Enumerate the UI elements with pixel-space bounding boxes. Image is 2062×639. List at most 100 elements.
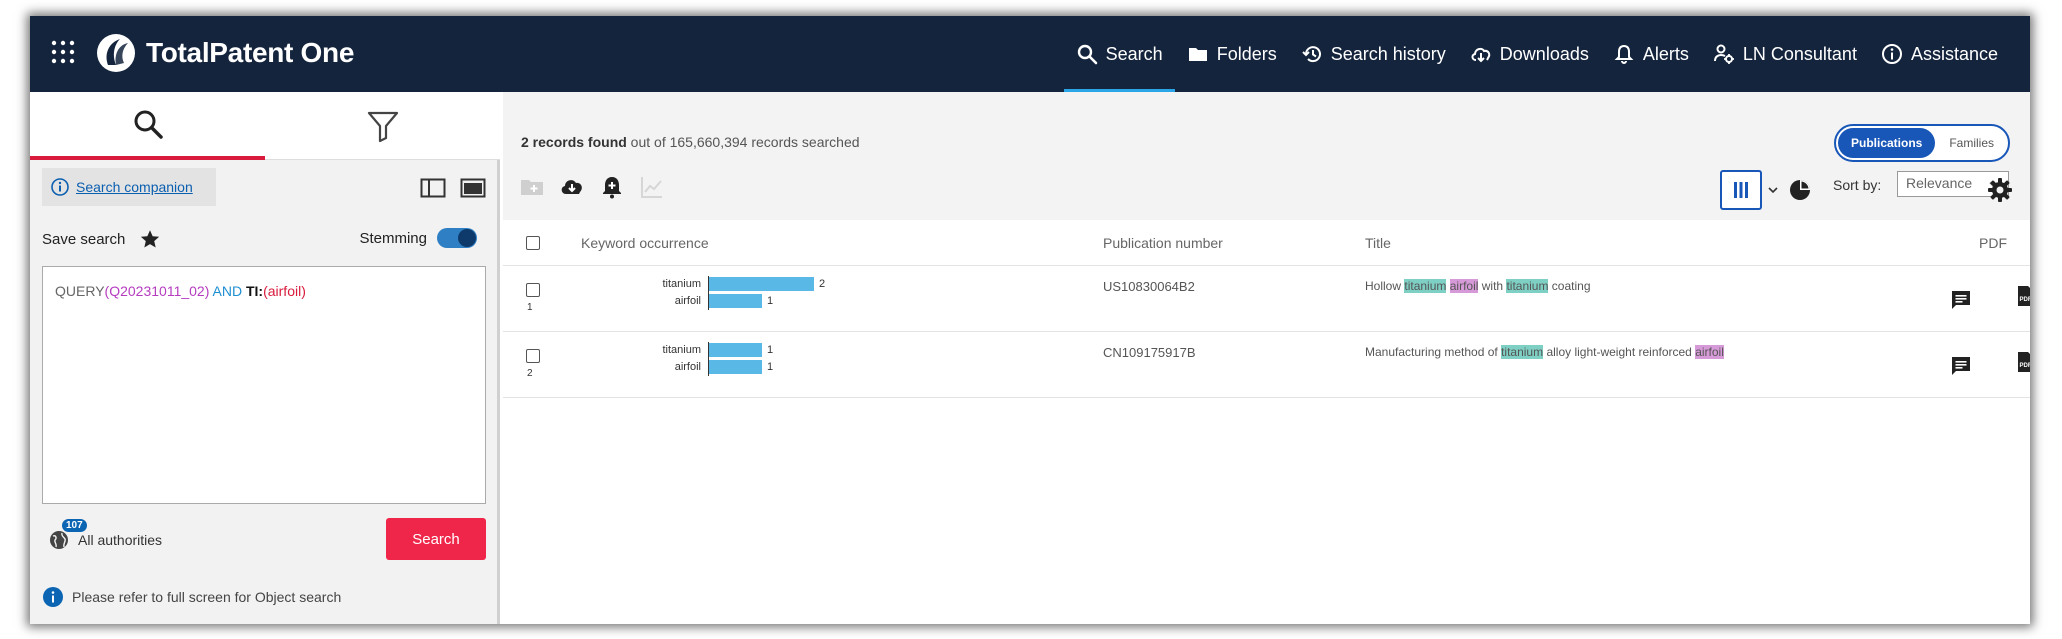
search-panel: Search companion Save search Stemming QU…: [30, 92, 500, 624]
publications-families-switch: Publications Families: [1834, 124, 2010, 162]
stemming-toggle[interactable]: [437, 228, 477, 248]
app-window: TotalPatent One Search Folders Search hist…: [30, 16, 2030, 624]
row-number: 2: [527, 368, 533, 379]
row-checkbox[interactable]: [526, 349, 540, 363]
globe-icon: 107: [48, 519, 87, 551]
chevron-down-icon[interactable]: [1767, 184, 1779, 196]
keyword-label: titanium: [662, 278, 701, 290]
title-segment: Hollow: [1365, 279, 1405, 293]
authorities-selector[interactable]: 107 All authorities: [48, 519, 163, 551]
history-icon: [1302, 46, 1321, 63]
app-logo[interactable]: TotalPatent One: [94, 30, 354, 76]
column-publication-number: Publication number: [1103, 235, 1223, 251]
title-segment: titanium: [1501, 345, 1544, 359]
nav-label: Folders: [1216, 43, 1277, 64]
nav-downloads[interactable]: Downloads: [1458, 16, 1601, 92]
row-checkbox[interactable]: [526, 283, 540, 297]
nav-alerts[interactable]: Alerts: [1601, 16, 1701, 92]
sort-by-label: Sort by:: [1833, 177, 1882, 193]
title-segment: airfoil: [1695, 345, 1724, 359]
results-panel: 2 records found out of 165,660,394 recor…: [503, 92, 2030, 624]
nav-label: Search history: [1330, 43, 1446, 64]
nav-ln-consultant[interactable]: LN Consultant: [1701, 16, 1869, 92]
app-grid-icon[interactable]: [50, 39, 76, 65]
comment-icon[interactable]: [1949, 354, 1973, 378]
download-icon[interactable]: [559, 174, 585, 200]
title-segment: coating: [1548, 279, 1591, 293]
full-layout-icon[interactable]: [460, 178, 486, 198]
create-alert-icon[interactable]: [599, 174, 625, 200]
row-number: 1: [527, 302, 533, 313]
save-search: Save search: [42, 228, 161, 250]
table-row: 2 titanium 1 airfoil 1 CN109175917B Manufactur…: [503, 332, 2030, 398]
query-paren: ): [204, 283, 210, 299]
nav-folders[interactable]: Folders: [1175, 16, 1289, 92]
pdf-icon[interactable]: PDF: [2013, 350, 2030, 374]
title-segment: titanium: [1404, 279, 1447, 293]
column-keyword-occurrence: Keyword occurrence: [581, 235, 709, 251]
families-option[interactable]: Families: [1949, 136, 1995, 150]
keyword-bar: [709, 277, 814, 291]
nav-label: Downloads: [1499, 43, 1589, 64]
comment-icon[interactable]: [1949, 288, 1973, 312]
publications-option[interactable]: Publications: [1838, 128, 1936, 158]
select-all-checkbox[interactable]: [526, 236, 540, 250]
keyword-count: 1: [767, 344, 774, 356]
pie-chart-icon[interactable]: [1788, 178, 1812, 202]
patent-title[interactable]: Manufacturing method of titanium alloy l…: [1365, 345, 1724, 359]
nav-search-history[interactable]: Search history: [1289, 16, 1458, 92]
keyword-count: 1: [767, 361, 774, 373]
keyword-bar: [709, 343, 762, 357]
records-summary: 2 records found out of 165,660,394 recor…: [521, 134, 860, 150]
column-pdf: PDF: [1979, 235, 2007, 251]
authorities-label: All authorities: [78, 532, 163, 548]
lexisnexis-logo-icon: [97, 34, 135, 72]
results-header: 2 records found out of 165,660,394 recor…: [503, 92, 2030, 220]
search-companion-link[interactable]: Search companion: [76, 179, 193, 195]
add-to-folder-icon[interactable]: [519, 174, 545, 200]
keyword-label: airfoil: [674, 295, 701, 307]
keyword-bar: [709, 360, 762, 374]
save-search-label: Save search: [42, 230, 126, 248]
keyword-label: titanium: [662, 344, 701, 356]
main-nav: Search Folders Search history Downloads Aler…: [1063, 16, 2010, 92]
info-icon: [43, 587, 63, 607]
nav-assistance[interactable]: Assistance: [1869, 16, 2010, 92]
query-paren: (: [104, 283, 110, 299]
pdf-icon[interactable]: PDF: [2013, 284, 2030, 308]
nav-label: LN Consultant: [1742, 43, 1857, 64]
query-paren: (: [263, 283, 268, 299]
info-icon: [51, 178, 69, 196]
query-paren: ): [301, 283, 306, 299]
title-segment: Manufacturing method of: [1365, 345, 1502, 359]
table-row: 1 titanium 2 airfoil 1 US10830064B2 Hollow tit…: [503, 266, 2030, 332]
top-navigation-bar: TotalPatent One Search Folders Search hist…: [30, 16, 2030, 92]
user-gear-icon: [1713, 44, 1734, 64]
nav-search[interactable]: Search: [1063, 16, 1175, 92]
column-view-button[interactable]: [1720, 170, 1762, 210]
search-button[interactable]: Search: [386, 518, 486, 560]
query-editor[interactable]: QUERY(Q20231011_02) AND TI:(airfoil): [42, 266, 486, 504]
tab-search[interactable]: [30, 92, 265, 160]
records-searched: out of 165,660,394 records searched: [626, 134, 860, 150]
query-term: airfoil: [267, 283, 302, 299]
analytics-icon[interactable]: [639, 174, 665, 200]
query-operator: AND: [209, 283, 246, 299]
query-keyword: QUERY: [55, 283, 105, 299]
keyword-label: airfoil: [674, 361, 701, 373]
patent-title[interactable]: Hollow titanium airfoil with titanium co…: [1365, 279, 1591, 293]
gear-icon[interactable]: [1987, 177, 2013, 203]
keyword-count: 2: [819, 278, 826, 290]
publication-number[interactable]: US10830064B2: [1103, 279, 1195, 294]
publication-number[interactable]: CN109175917B: [1103, 345, 1196, 360]
authorities-count-badge: 107: [62, 519, 87, 532]
star-icon[interactable]: [139, 228, 161, 250]
stemming-label: Stemming: [359, 229, 427, 247]
tab-filter[interactable]: [265, 92, 500, 160]
title-segment: with: [1478, 279, 1507, 293]
keyword-bar: [709, 294, 762, 308]
split-layout-icon[interactable]: [420, 178, 446, 198]
folder-icon: [1188, 48, 1207, 61]
sort-select[interactable]: Relevance: [1897, 171, 2009, 197]
nav-label: Assistance: [1910, 43, 1998, 64]
